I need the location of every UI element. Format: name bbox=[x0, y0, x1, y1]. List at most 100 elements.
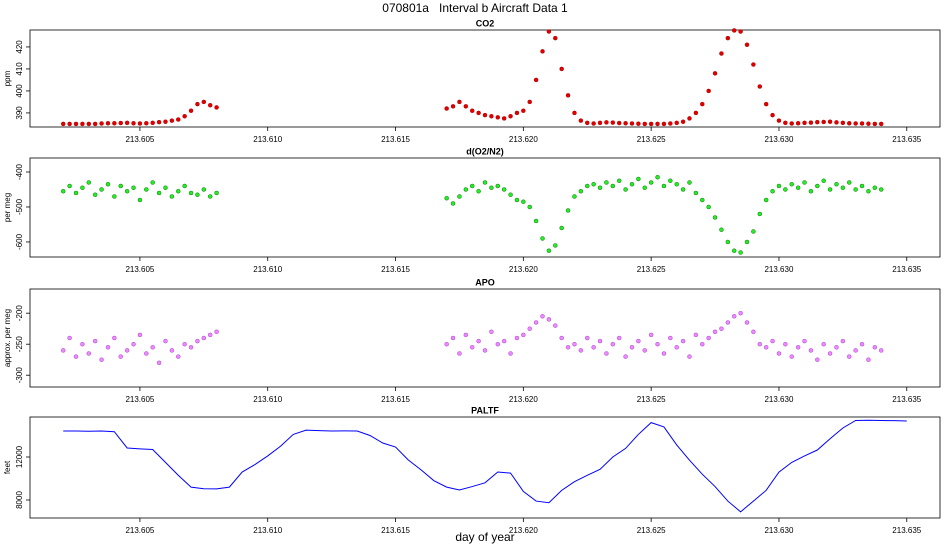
data-point bbox=[169, 348, 175, 353]
data-point bbox=[578, 348, 584, 353]
data-point bbox=[565, 345, 571, 350]
data-point bbox=[67, 335, 72, 341]
data-point bbox=[60, 188, 66, 194]
data-point bbox=[744, 239, 750, 245]
data-point bbox=[578, 188, 584, 194]
data-point bbox=[712, 329, 718, 335]
data-point bbox=[489, 185, 494, 190]
data-point bbox=[521, 332, 526, 338]
data-point bbox=[105, 121, 111, 126]
data-point bbox=[195, 101, 200, 107]
data-point bbox=[802, 338, 807, 344]
data-point bbox=[533, 218, 539, 224]
data-point bbox=[444, 341, 449, 347]
y-tick-label: -400 bbox=[15, 163, 24, 180]
plot-frame bbox=[29, 416, 941, 519]
data-point bbox=[533, 77, 539, 83]
data-point bbox=[163, 185, 168, 190]
data-point bbox=[92, 121, 98, 127]
data-point bbox=[540, 314, 545, 319]
data-point bbox=[73, 354, 79, 359]
data-point bbox=[604, 180, 609, 185]
data-point bbox=[99, 121, 104, 126]
data-point bbox=[693, 110, 699, 116]
data-point bbox=[508, 351, 513, 356]
data-point bbox=[847, 180, 852, 185]
data-point bbox=[808, 348, 814, 353]
data-point bbox=[476, 110, 481, 116]
x-tick-label: 213.620 bbox=[509, 395, 538, 404]
data-point bbox=[763, 101, 769, 107]
data-point bbox=[878, 187, 884, 192]
data-point bbox=[182, 113, 187, 119]
data-point bbox=[680, 119, 686, 124]
data-point bbox=[137, 197, 143, 203]
data-point bbox=[629, 181, 635, 187]
panel-title: CO2 bbox=[476, 18, 495, 28]
data-point bbox=[725, 35, 731, 41]
data-point bbox=[144, 121, 149, 126]
data-point bbox=[591, 121, 596, 126]
data-point bbox=[476, 338, 481, 344]
data-point bbox=[572, 341, 577, 347]
data-point bbox=[182, 183, 187, 189]
data-point bbox=[642, 121, 648, 127]
data-point bbox=[719, 227, 724, 232]
data-point bbox=[482, 112, 488, 118]
data-point bbox=[610, 341, 616, 347]
data-point bbox=[821, 178, 826, 183]
data-point bbox=[802, 180, 807, 185]
data-point bbox=[751, 329, 756, 335]
data-point bbox=[572, 110, 577, 116]
data-point bbox=[514, 110, 520, 116]
data-point bbox=[668, 335, 673, 341]
data-point bbox=[578, 118, 584, 123]
data-point bbox=[514, 197, 520, 203]
plot-frame bbox=[29, 288, 941, 388]
data-point bbox=[112, 194, 117, 199]
data-point bbox=[495, 115, 501, 120]
data-point bbox=[655, 341, 660, 347]
data-point bbox=[789, 181, 794, 187]
data-point bbox=[776, 351, 782, 356]
data-point bbox=[150, 180, 155, 185]
x-tick-label: 213.605 bbox=[125, 135, 154, 144]
data-point bbox=[731, 248, 737, 253]
data-point bbox=[207, 102, 213, 108]
x-tick-label: 213.630 bbox=[764, 265, 793, 274]
data-point bbox=[150, 345, 155, 350]
data-point bbox=[105, 181, 111, 187]
data-point bbox=[540, 236, 545, 241]
data-point bbox=[469, 108, 475, 113]
data-point bbox=[827, 119, 833, 124]
data-point bbox=[214, 105, 219, 110]
data-point bbox=[163, 119, 168, 124]
data-point bbox=[597, 120, 603, 126]
data-point bbox=[783, 341, 788, 347]
data-point bbox=[872, 185, 878, 190]
data-point bbox=[674, 120, 679, 126]
data-point bbox=[457, 351, 462, 356]
data-point bbox=[489, 329, 494, 335]
data-point bbox=[815, 183, 820, 189]
data-point bbox=[661, 183, 667, 189]
y-axis-label: approx. per meg bbox=[3, 309, 12, 367]
y-tick-label: -300 bbox=[15, 367, 24, 384]
data-point bbox=[559, 66, 564, 72]
data-point bbox=[144, 187, 149, 192]
data-point bbox=[597, 185, 603, 190]
data-point bbox=[706, 335, 711, 341]
x-tick-label: 213.620 bbox=[509, 526, 538, 535]
data-point bbox=[118, 183, 123, 189]
data-point bbox=[687, 180, 692, 185]
data-point bbox=[827, 187, 833, 192]
data-point bbox=[815, 119, 820, 125]
data-point bbox=[751, 229, 756, 234]
x-tick-label: 213.610 bbox=[253, 135, 282, 144]
data-point bbox=[655, 121, 660, 127]
data-point bbox=[738, 310, 743, 316]
data-point bbox=[783, 187, 788, 192]
data-point bbox=[795, 121, 801, 126]
data-point bbox=[482, 348, 488, 353]
